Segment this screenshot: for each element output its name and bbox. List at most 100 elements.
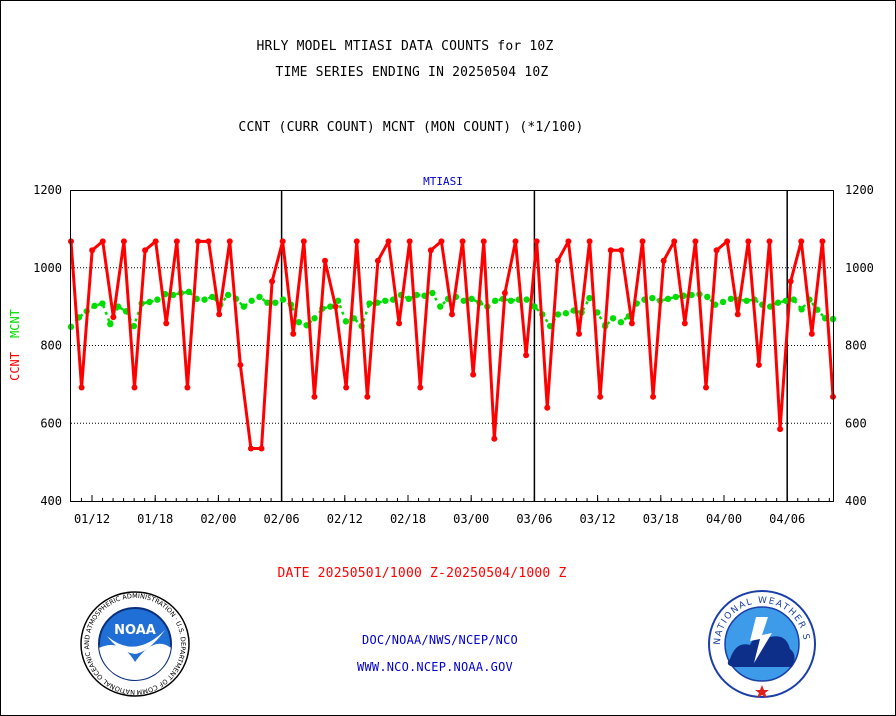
- ccnt-point: [607, 247, 614, 254]
- ccnt-point: [353, 238, 360, 245]
- ccnt-point: [438, 238, 445, 245]
- nws-logo-star: [755, 685, 769, 698]
- x-tick-label: 02/12: [327, 512, 363, 526]
- mcnt-point: [154, 296, 161, 303]
- ccnt-point: [385, 238, 392, 245]
- y-tick-label-right: 1000: [845, 261, 874, 275]
- ccnt-point: [78, 384, 85, 391]
- mcnt-point: [798, 306, 805, 313]
- mcnt-point: [405, 295, 412, 303]
- ccnt-point: [300, 238, 307, 245]
- ccnt-point: [417, 384, 424, 391]
- mcnt-point: [586, 294, 593, 302]
- ccnt-point: [777, 426, 784, 433]
- mcnt-point: [437, 303, 444, 310]
- mcnt-point: [468, 295, 475, 303]
- ccnt-point: [470, 371, 477, 378]
- ccnt-line: [69, 239, 835, 451]
- ccnt-point: [258, 445, 265, 452]
- y-tick-label-left: 400: [40, 494, 62, 508]
- ccnt-series: [68, 238, 836, 452]
- mcnt-point: [107, 320, 114, 328]
- x-tick-label: 01/18: [137, 512, 173, 526]
- ccnt-point: [152, 238, 159, 245]
- ccnt-point: [120, 238, 127, 245]
- ccnt-point: [216, 311, 223, 318]
- mcnt-point: [327, 303, 334, 310]
- mcnt-point: [279, 296, 287, 303]
- mcnt-point: [774, 299, 782, 306]
- mcnt-point: [224, 291, 232, 299]
- ccnt-point: [618, 247, 625, 254]
- ccnt-point: [322, 257, 328, 264]
- x-tick-label: 04/06: [769, 512, 805, 526]
- ccnt-point: [724, 238, 731, 245]
- nws-logo: NATIONAL WEATHER SERVICE: [706, 589, 816, 698]
- ccnt-point: [343, 384, 350, 391]
- ccnt-point: [279, 238, 286, 245]
- ccnt-point: [247, 445, 254, 452]
- website-link[interactable]: WWW.NCO.NCEP.NOAA.GOV: [357, 660, 513, 674]
- ccnt-point: [184, 384, 191, 391]
- ccnt-point: [512, 238, 519, 245]
- y-axis-label-ccnt: CCNT: [8, 352, 22, 381]
- ccnt-point: [491, 435, 498, 442]
- ccnt-point: [290, 330, 297, 337]
- ccnt-point: [692, 238, 699, 245]
- ccnt-point: [237, 361, 244, 368]
- ccnt-point: [639, 238, 646, 245]
- mcnt-point: [99, 300, 106, 307]
- mcnt-point: [460, 297, 467, 304]
- y-tick-label-right: 600: [845, 416, 867, 430]
- org-line: DOC/NOAA/NWS/NCEP/NCO: [362, 633, 518, 647]
- mcnt-point: [617, 318, 625, 326]
- chart-subtitle: CCNT (CURR COUNT) MCNT (MON COUNT) (*1/1…: [238, 120, 584, 135]
- plot-area-border: [70, 190, 834, 502]
- ccnt-point: [110, 314, 117, 321]
- ccnt-point: [819, 238, 826, 245]
- mcnt-point: [146, 298, 153, 306]
- ccnt-point: [523, 352, 530, 359]
- mcnt-point: [130, 322, 138, 330]
- ccnt-point: [671, 238, 678, 245]
- ccnt-point: [544, 404, 551, 411]
- mcnt-point: [366, 300, 373, 307]
- x-tick-label: 03/06: [516, 512, 552, 526]
- ccnt-point: [364, 393, 371, 400]
- mcnt-point: [719, 298, 727, 306]
- ccnt-point: [480, 238, 487, 245]
- mcnt-point: [649, 294, 656, 302]
- ccnt-point: [745, 238, 752, 245]
- mcnt-point: [609, 315, 617, 322]
- x-tick-label: 02/06: [264, 512, 300, 526]
- mcnt-point: [295, 318, 303, 326]
- ccnt-point: [554, 257, 561, 264]
- y-tick-label-left: 1000: [33, 261, 62, 275]
- ccnt-point: [650, 393, 657, 400]
- mcnt-point: [382, 297, 389, 304]
- y-axis-label: CCNT MCNT: [8, 309, 22, 381]
- ccnt-point: [269, 278, 276, 285]
- mcnt-point: [554, 311, 562, 318]
- ccnt-point: [576, 330, 582, 337]
- noaa-logo-text: NOAA: [114, 623, 156, 638]
- x-tick-label: 03/00: [453, 512, 489, 526]
- mcnt-point: [342, 318, 350, 325]
- ccnt-point: [501, 290, 508, 297]
- ccnt-point: [374, 257, 381, 264]
- ccnt-point: [798, 238, 805, 245]
- ccnt-point: [660, 257, 667, 264]
- mcnt-point: [531, 303, 538, 310]
- x-tick-label: 03/18: [643, 512, 679, 526]
- noaa-logo: NOAA NATIONAL OCEANIC AND ATMOSPHERIC AD…: [79, 590, 190, 697]
- x-tick-label: 03/12: [580, 512, 616, 526]
- mcnt-point: [91, 302, 98, 310]
- mcnt-point: [704, 293, 711, 301]
- ccnt-point: [533, 238, 540, 245]
- y-tick-label-left: 600: [40, 416, 62, 430]
- mcnt-point: [664, 295, 672, 303]
- ccnt-point: [332, 303, 339, 310]
- mcnt-point: [334, 297, 342, 304]
- ccnt-point: [808, 330, 815, 337]
- x-tick-label: 02/18: [390, 512, 426, 526]
